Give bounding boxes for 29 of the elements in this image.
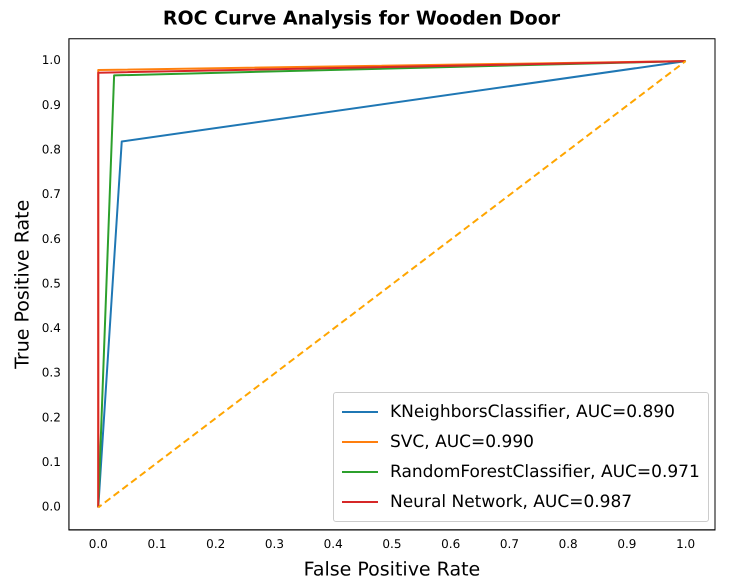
y-tick-label: 0.1 [42,454,61,469]
y-tick-label: 0.6 [42,232,61,246]
y-axis-title: True Positive Rate [11,200,34,370]
legend-label: KNeighborsClassifier, AUC=0.890 [390,402,675,422]
y-tick-label: 0.5 [42,276,61,290]
y-tick-label: 0.7 [42,187,61,202]
y-tick-label: 0.2 [42,410,61,424]
legend-label: Neural Network, AUC=0.987 [390,492,632,512]
y-tick-label: 0.9 [42,98,61,112]
x-tick-label: 0.0 [88,537,108,552]
x-tick-label: 1.0 [676,537,696,552]
x-tick-label: 0.3 [264,537,284,552]
x-tick-label: 0.9 [617,537,636,552]
x-tick-label: 0.2 [206,537,226,552]
y-tick-label: 0.4 [42,321,61,336]
x-tick-label: 0.5 [382,537,402,552]
y-tick-label: 0.8 [42,142,61,157]
y-tick-label: 0.3 [42,366,61,380]
chart-title: ROC Curve Analysis for Wooden Door [162,7,561,30]
y-tick-label: 0.0 [42,500,61,514]
y-tick-label: 1.0 [42,53,61,68]
x-tick-label: 0.1 [147,537,167,552]
legend-label: RandomForestClassifier, AUC=0.971 [390,462,700,482]
x-tick-label: 0.8 [558,537,578,552]
x-tick-label: 0.7 [500,537,519,552]
x-tick-label: 0.4 [324,537,343,552]
x-tick-label: 0.6 [441,537,460,552]
legend-label: SVC, AUC=0.990 [390,432,534,452]
x-axis-title: False Positive Rate [304,558,480,581]
